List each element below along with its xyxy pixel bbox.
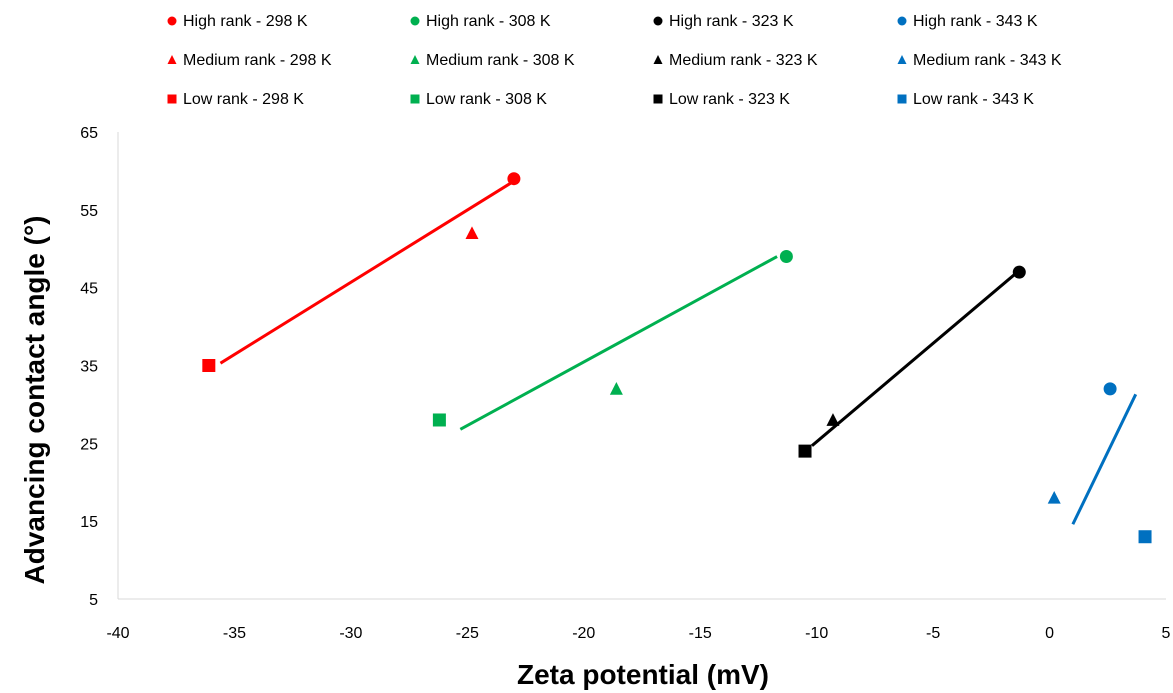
legend-label: Medium rank - 323 K [669, 52, 818, 69]
y-tick-labels: 5 15 25 35 45 55 65 [80, 125, 98, 609]
data-point [432, 413, 446, 427]
legend-marker [653, 54, 663, 65]
legend-marker [410, 16, 420, 26]
x-tick-label: -25 [456, 625, 479, 642]
legend-label: High rank - 323 K [669, 13, 794, 30]
legend-label: Low rank - 298 K [183, 91, 304, 108]
legend-item: Medium rank - 298 K [167, 52, 332, 69]
legend-item: High rank - 343 K [897, 13, 1038, 30]
legend-item: Low rank - 298 K [167, 91, 304, 108]
legend-item: High rank - 308 K [410, 13, 551, 30]
x-tick-label: -20 [572, 625, 595, 642]
axes [117, 132, 1166, 600]
legend-marker [897, 54, 907, 65]
trendline [459, 255, 778, 431]
legend-marker [410, 94, 420, 104]
data-point [1138, 530, 1152, 544]
x-tick-label: 0 [1045, 625, 1054, 642]
data-points [202, 172, 1152, 544]
data-point [1103, 382, 1117, 396]
data-point [1012, 265, 1026, 279]
data-point [779, 250, 793, 264]
trendline [1071, 393, 1138, 525]
legend-marker [167, 16, 177, 26]
x-tick-label: -5 [926, 625, 940, 642]
legend-label: High rank - 343 K [913, 13, 1038, 30]
legend-label: Low rank - 323 K [669, 91, 790, 108]
legend: High rank - 298 K High rank - 308 K High r… [167, 13, 1062, 108]
legend-label: Medium rank - 308 K [426, 52, 575, 69]
data-point [202, 359, 216, 372]
data-point [609, 382, 623, 395]
y-tick-label: 55 [80, 203, 98, 220]
x-tick-label: -40 [106, 625, 129, 642]
x-tick-labels: -40 -35 -30 -25 -20 -15 -10 -5 0 5 [106, 625, 1170, 642]
legend-item: Low rank - 323 K [653, 91, 790, 108]
data-point [798, 444, 812, 458]
legend-label: Medium rank - 298 K [183, 52, 332, 69]
legend-item: Low rank - 308 K [410, 91, 547, 108]
y-tick-label: 45 [80, 281, 98, 298]
legend-label: Low rank - 308 K [426, 91, 547, 108]
legend-item: Medium rank - 308 K [410, 52, 575, 69]
legend-label: High rank - 308 K [426, 13, 551, 30]
y-axis-title: Advancing contact angle (°) [19, 215, 50, 584]
x-axis-title: Zeta potential (mV) [517, 659, 769, 690]
x-tick-label: -15 [689, 625, 712, 642]
data-point [507, 172, 521, 186]
legend-marker [167, 94, 177, 104]
legend-item: Medium rank - 323 K [653, 52, 818, 69]
legend-item: Low rank - 343 K [897, 91, 1034, 108]
legend-label: Medium rank - 343 K [913, 52, 1062, 69]
trendline [811, 273, 1016, 447]
data-point [826, 413, 840, 426]
legend-item: Medium rank - 343 K [897, 52, 1062, 69]
x-tick-label: 5 [1162, 625, 1171, 642]
y-tick-label: 25 [80, 436, 98, 453]
x-tick-label: -35 [223, 625, 246, 642]
y-tick-label: 15 [80, 514, 98, 531]
trendlines [219, 181, 1138, 525]
data-point [1047, 490, 1061, 504]
legend-label: High rank - 298 K [183, 13, 308, 30]
legend-marker [897, 16, 907, 26]
legend-item: High rank - 323 K [653, 13, 794, 30]
x-tick-label: -30 [339, 625, 362, 642]
legend-marker [897, 94, 907, 104]
legend-marker [653, 94, 663, 104]
legend-marker [410, 54, 420, 65]
legend-marker [653, 16, 663, 26]
legend-marker [167, 54, 177, 65]
trendline [219, 181, 513, 365]
y-tick-label: 65 [80, 125, 98, 142]
y-tick-label: 5 [89, 592, 98, 609]
y-tick-label: 35 [80, 359, 98, 376]
legend-label: Low rank - 343 K [913, 91, 1034, 108]
data-point [465, 226, 479, 240]
x-tick-label: -10 [805, 625, 828, 642]
legend-item: High rank - 298 K [167, 13, 308, 30]
